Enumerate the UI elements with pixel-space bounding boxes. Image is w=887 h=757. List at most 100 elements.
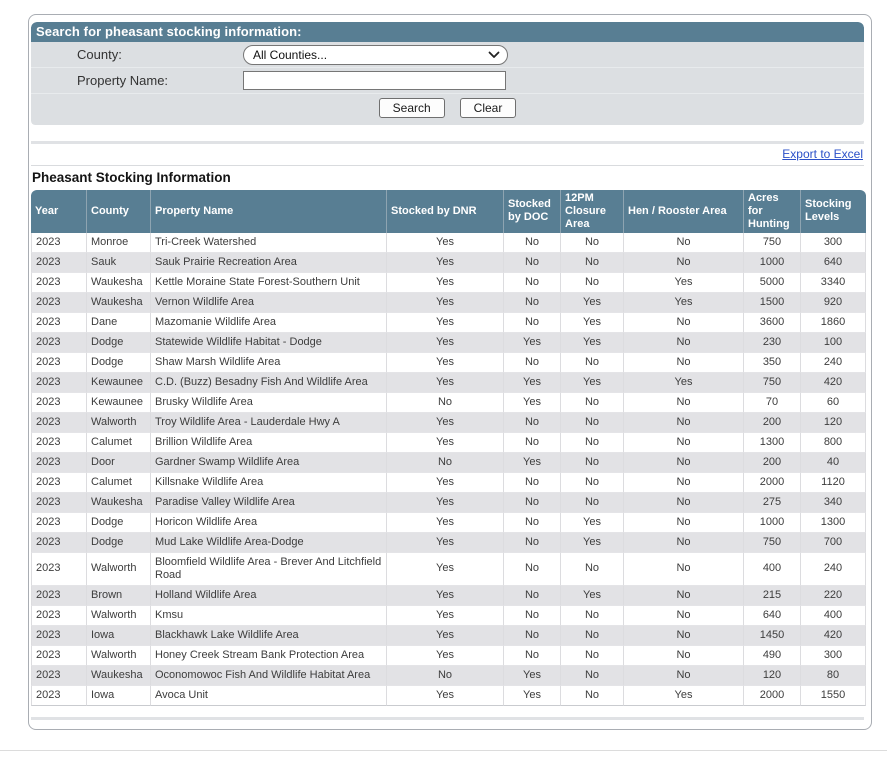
table-cell: 1120 <box>801 472 866 493</box>
table-cell: 3600 <box>744 312 801 333</box>
table-cell: 275 <box>744 492 801 513</box>
table-row: 2023 Kewaunee Brusky Wildlife Area No Yes No N… <box>31 392 866 413</box>
table-cell: 800 <box>801 432 866 453</box>
clear-button[interactable]: Clear <box>459 98 517 118</box>
table-row: 2023 Door Gardner Swamp Wildlife Area No Yes… <box>31 452 866 473</box>
table-cell: C.D. (Buzz) Besadny Fish And Wildlife Ar… <box>151 372 387 393</box>
table-cell: No <box>561 645 624 666</box>
table-cell: 2023 <box>31 412 87 433</box>
table-cell: Yes <box>624 272 744 293</box>
property-name-input[interactable] <box>243 71 506 90</box>
table-cell: 2023 <box>31 332 87 353</box>
table-cell: Yes <box>504 392 561 413</box>
table-cell: 2023 <box>31 585 87 606</box>
table-cell: No <box>624 332 744 353</box>
table-cell: No <box>504 312 561 333</box>
separator-strip-top <box>31 141 864 144</box>
table-cell: 640 <box>744 605 801 626</box>
table-cell: Dane <box>87 312 151 333</box>
table-cell: No <box>561 392 624 413</box>
table-cell: Statewide Wildlife Habitat - Dodge <box>151 332 387 353</box>
property-name-row: Property Name: <box>31 67 864 93</box>
table-cell: 2023 <box>31 372 87 393</box>
table-cell: 2023 <box>31 532 87 553</box>
spacer <box>31 125 864 141</box>
table-cell: No <box>561 492 624 513</box>
table-cell: No <box>624 665 744 686</box>
divider-line <box>31 165 864 166</box>
table-cell: Yes <box>387 625 504 646</box>
column-header-acres-for-hunting: Acres for Hunting <box>744 190 801 233</box>
table-cell: 120 <box>744 665 801 686</box>
county-select-value: All Counties... <box>253 47 328 62</box>
table-cell: Yes <box>387 645 504 666</box>
table-cell: 2000 <box>744 685 801 706</box>
table-cell: No <box>504 352 561 373</box>
table-cell: No <box>624 625 744 646</box>
county-row: County: All Counties... <box>31 42 864 67</box>
county-select[interactable]: All Counties... <box>243 44 508 65</box>
table-row: 2023 Dodge Horicon Wildlife Area Yes No Yes No… <box>31 512 866 533</box>
table-cell: 200 <box>744 412 801 433</box>
table-cell: 750 <box>744 372 801 393</box>
separator-strip-bottom <box>31 716 864 720</box>
table-cell: 750 <box>744 232 801 253</box>
table-cell: 2023 <box>31 625 87 646</box>
table-cell: No <box>561 252 624 273</box>
table-cell: 2023 <box>31 472 87 493</box>
table-cell: 70 <box>744 392 801 413</box>
table-cell: Walworth <box>87 552 151 586</box>
table-cell: 2023 <box>31 252 87 273</box>
table-cell: Dodge <box>87 352 151 373</box>
table-cell: Vernon Wildlife Area <box>151 292 387 313</box>
table-cell: Yes <box>504 452 561 473</box>
footer-spacer <box>31 720 864 734</box>
table-cell: Walworth <box>87 645 151 666</box>
table-cell: No <box>624 645 744 666</box>
table-cell: Yes <box>387 352 504 373</box>
column-header-stocked-by-dnr: Stocked by DNR <box>387 190 504 233</box>
table-cell: No <box>504 645 561 666</box>
table-cell: Dodge <box>87 532 151 553</box>
table-cell: 420 <box>801 625 866 646</box>
table-cell: No <box>624 585 744 606</box>
table-cell: No <box>624 352 744 373</box>
table-cell: 420 <box>801 372 866 393</box>
search-button[interactable]: Search <box>378 98 445 118</box>
table-cell: No <box>624 312 744 333</box>
table-cell: 2023 <box>31 645 87 666</box>
table-cell: 100 <box>801 332 866 353</box>
table-cell: No <box>504 472 561 493</box>
table-cell: 230 <box>744 332 801 353</box>
table-cell: Tri-Creek Watershed <box>151 232 387 253</box>
table-cell: Walworth <box>87 605 151 626</box>
table-row: 2023 Dodge Shaw Marsh Wildlife Area Yes No No… <box>31 352 866 373</box>
table-cell: Yes <box>504 372 561 393</box>
table-cell: No <box>504 492 561 513</box>
table-cell: 60 <box>801 392 866 413</box>
table-cell: Paradise Valley Wildlife Area <box>151 492 387 513</box>
table-cell: No <box>624 532 744 553</box>
column-header-hen-rooster-area: Hen / Rooster Area <box>624 190 744 233</box>
table-row: 2023 Dane Mazomanie Wildlife Area Yes No Yes N… <box>31 312 866 333</box>
column-header-county: County <box>87 190 151 233</box>
table-cell: 2023 <box>31 292 87 313</box>
table-cell: Brillion Wildlife Area <box>151 432 387 453</box>
main-container: Search for pheasant stocking information… <box>28 14 872 730</box>
export-to-excel-link[interactable]: Export to Excel <box>782 147 863 161</box>
table-row: 2023 Waukesha Vernon Wildlife Area Yes No Yes… <box>31 292 866 313</box>
table-cell: 640 <box>801 252 866 273</box>
table-cell: No <box>561 472 624 493</box>
table-cell: No <box>561 625 624 646</box>
table-cell: Yes <box>561 532 624 553</box>
table-cell: Blackhawk Lake Wildlife Area <box>151 625 387 646</box>
results-table-body: 2023 Monroe Tri-Creek Watershed Yes No No No 75… <box>31 232 866 706</box>
table-cell: No <box>561 272 624 293</box>
table-cell: Kmsu <box>151 605 387 626</box>
table-cell: Avoca Unit <box>151 685 387 706</box>
table-cell: Kettle Moraine State Forest-Southern Uni… <box>151 272 387 293</box>
table-cell: Yes <box>561 585 624 606</box>
export-row: Export to Excel <box>31 144 864 165</box>
table-cell: No <box>561 452 624 473</box>
table-cell: 300 <box>801 645 866 666</box>
